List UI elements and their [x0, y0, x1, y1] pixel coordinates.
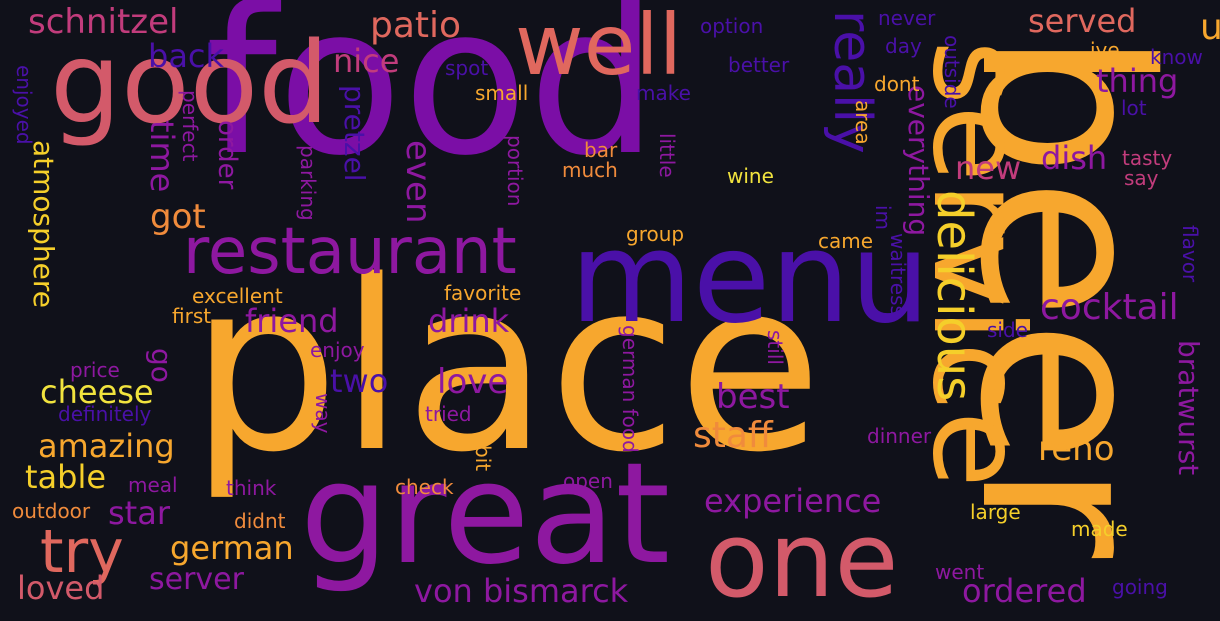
- word-menu: menu: [570, 204, 930, 351]
- word-enjoy: enjoy: [310, 338, 365, 362]
- word-waitress: waitress: [886, 233, 910, 316]
- word-schnitzel: schnitzel: [28, 2, 179, 42]
- word-outdoor: outdoor: [12, 499, 91, 523]
- word-drink: drink: [428, 302, 510, 340]
- word-parking: parking: [296, 145, 320, 221]
- word-going: going: [1112, 575, 1168, 599]
- word-u: u: [1200, 7, 1220, 48]
- word-still: still: [763, 330, 787, 365]
- word-german-food: german food: [618, 325, 642, 453]
- word-think: think: [226, 476, 277, 500]
- word-good: good: [50, 19, 330, 149]
- word-lot: lot: [1121, 96, 1147, 120]
- word-experience: experience: [704, 482, 882, 520]
- word-restaurant: restaurant: [183, 215, 517, 289]
- word-price: price: [70, 358, 120, 382]
- word-bar: bar: [584, 138, 618, 162]
- word-say: say: [1124, 166, 1159, 190]
- word-definitely: definitely: [58, 402, 152, 426]
- word-everything: everything: [902, 85, 935, 237]
- word-bratwurst: bratwurst: [1172, 340, 1205, 476]
- word-great: great: [300, 433, 671, 596]
- word-wine: wine: [727, 164, 774, 188]
- word-patio: patio: [370, 5, 462, 46]
- word-table: table: [25, 458, 107, 496]
- word-well: well: [515, 0, 683, 94]
- word-staff: staff: [693, 415, 773, 456]
- word-didnt: didnt: [234, 509, 286, 533]
- word-group: group: [626, 222, 685, 246]
- word-one: one: [705, 499, 899, 621]
- word-two: two: [330, 362, 389, 400]
- word-day: day: [885, 34, 922, 58]
- word-best: best: [716, 377, 790, 417]
- word-side: side: [987, 318, 1028, 342]
- word-amazing: amazing: [38, 427, 175, 465]
- word-german: german: [170, 529, 294, 567]
- word-tasty: tasty: [1122, 146, 1173, 170]
- word-ordered: ordered: [962, 572, 1087, 610]
- word-make: make: [636, 81, 691, 105]
- word-server: server: [149, 562, 244, 597]
- word-check: check: [395, 475, 454, 499]
- word-loved: loved: [17, 569, 105, 607]
- word-atmosphere: atmosphere: [27, 140, 60, 308]
- word-reno: reno: [1038, 429, 1115, 469]
- word-got: got: [150, 197, 206, 237]
- word-new: new: [955, 149, 1022, 187]
- word-much: much: [562, 158, 618, 182]
- word-never: never: [878, 6, 936, 30]
- word-went: went: [935, 560, 985, 584]
- word-open: open: [563, 469, 613, 493]
- word-small: small: [475, 81, 529, 105]
- word-made: made: [1071, 517, 1128, 541]
- word-star: star: [108, 494, 170, 532]
- word-option: option: [700, 14, 764, 38]
- word-first: first: [172, 304, 212, 328]
- word-way: way: [311, 393, 335, 434]
- word-came: came: [818, 229, 874, 253]
- word-go: go: [145, 348, 178, 383]
- word-even: even: [398, 140, 438, 224]
- word-cheese: cheese: [40, 373, 154, 411]
- word-back: back: [148, 37, 225, 75]
- word-delicious: delicious: [926, 190, 982, 402]
- word-place: place: [190, 231, 823, 504]
- word-favorite: favorite: [444, 281, 522, 305]
- word-thing: thing: [1096, 62, 1179, 100]
- word-perfect: perfect: [178, 90, 202, 162]
- word-served: served: [1028, 2, 1137, 40]
- word-excellent: excellent: [192, 284, 283, 308]
- word-try: try: [40, 517, 124, 587]
- word-im: im: [871, 205, 895, 231]
- word-love: love: [437, 362, 509, 402]
- word-pretzel: pretzel: [338, 85, 371, 182]
- word-ive: ive: [1090, 38, 1120, 62]
- word-tried: tried: [425, 402, 472, 426]
- word-bit: bit: [471, 445, 495, 472]
- word-friend: friend: [245, 302, 339, 340]
- word-portion: portion: [503, 135, 527, 207]
- word-little: little: [655, 133, 679, 178]
- word-know: know: [1150, 45, 1203, 69]
- word-nice: nice: [333, 42, 400, 80]
- word-cocktail: cocktail: [1040, 287, 1179, 328]
- word-dont: dont: [874, 72, 920, 96]
- word-order: order: [212, 120, 242, 190]
- word-meal: meal: [128, 473, 178, 497]
- word-large: large: [970, 500, 1021, 524]
- word-dinner: dinner: [867, 424, 932, 448]
- word-area: area: [851, 100, 875, 145]
- word-enjoyed: enjoyed: [12, 65, 36, 145]
- word-outside: outside: [940, 35, 964, 109]
- word-von-bismarck: von bismarck: [414, 572, 629, 610]
- word-flavor: flavor: [1178, 225, 1202, 283]
- word-spot: spot: [445, 56, 489, 80]
- word-better: better: [728, 53, 790, 77]
- word-time: time: [143, 120, 181, 193]
- word-food: food: [205, 0, 659, 201]
- word-dish: dish: [1041, 139, 1108, 177]
